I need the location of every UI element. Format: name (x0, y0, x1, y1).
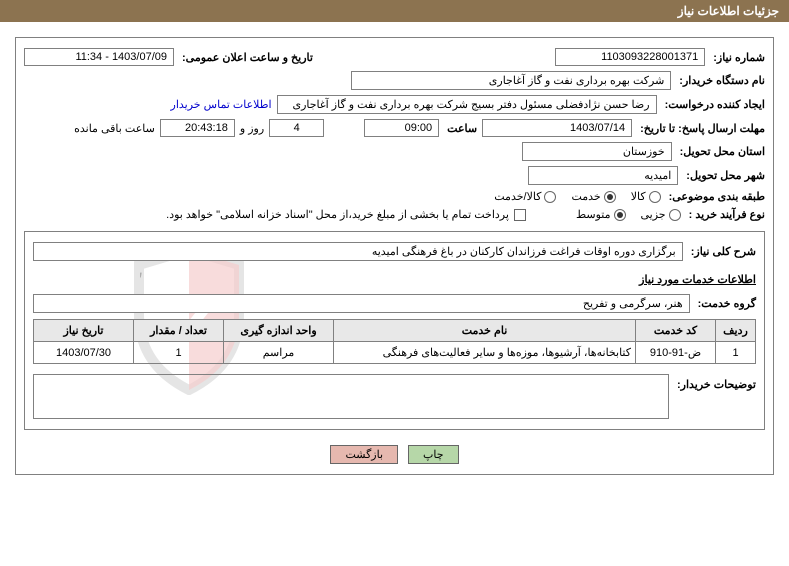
th-name: نام خدمت (334, 320, 636, 342)
td-date: 1403/07/30 (34, 342, 134, 364)
th-qty: تعداد / مقدار (134, 320, 224, 342)
days-and-label: روز و (240, 122, 264, 135)
th-row: ردیف (716, 320, 756, 342)
td-unit: مراسم (224, 342, 334, 364)
td-name: کتابخانه‌ها، آرشیوها، موزه‌ها و سایر فعا… (334, 342, 636, 364)
need-number-value: 1103093228001371 (555, 48, 705, 66)
buyer-notes-label: توضیحات خریدار: (677, 374, 756, 391)
radio-medium[interactable] (614, 209, 626, 221)
td-qty: 1 (134, 342, 224, 364)
th-date: تاریخ نیاز (34, 320, 134, 342)
button-row: چاپ بازگشت (24, 445, 765, 464)
page-header: جزئیات اطلاعات نیاز (0, 0, 789, 22)
category-radio-group: کالا خدمت کالا/خدمت (494, 190, 660, 203)
countdown-time: 20:43:18 (160, 119, 235, 137)
header-title: جزئیات اطلاعات نیاز (678, 4, 779, 18)
service-info-title: اطلاعات خدمات مورد نیاز (636, 274, 756, 286)
th-unit: واحد اندازه گیری (224, 320, 334, 342)
services-table: ردیف کد خدمت نام خدمت واحد اندازه گیری ت… (33, 319, 756, 364)
service-group-value: هنر، سرگرمی و تفریح (33, 294, 690, 313)
deadline-label: مهلت ارسال پاسخ: تا تاریخ: (637, 122, 765, 135)
buyer-notes-box (33, 374, 669, 419)
requester-value: رضا حسن نژادفضلی مسئول دفتر بسیج شرکت به… (277, 95, 657, 114)
deadline-time: 09:00 (364, 119, 439, 137)
requester-label: ایجاد کننده درخواست: (662, 98, 765, 111)
days-remaining: 4 (269, 119, 324, 137)
buyer-org-value: شرکت بهره برداری نفت و گاز آغاجاری (351, 71, 671, 90)
spec-value: برگزاری دوره اوقات فراغت فرزاندان کارکنا… (33, 242, 683, 261)
need-number-label: شماره نیاز: (710, 51, 765, 64)
radio-medium-label: متوسط (576, 208, 611, 221)
buyer-contact-link[interactable]: اطلاعات تماس خریدار (171, 98, 272, 111)
details-section: شرح کلی نیاز: برگزاری دوره اوقات فراغت ف… (24, 231, 765, 430)
province-value: خوزستان (522, 142, 672, 161)
back-button[interactable]: بازگشت (330, 445, 398, 464)
radio-goods-service[interactable] (544, 191, 556, 203)
category-label: طبقه بندی موضوعی: (666, 190, 765, 203)
table-row: 1 ض-91-910 کتابخانه‌ها، آرشیوها، موزه‌ها… (34, 342, 756, 364)
radio-minor-label: جزیی (641, 208, 666, 221)
deadline-date: 1403/07/14 (482, 119, 632, 137)
buyer-org-label: نام دستگاه خریدار: (676, 74, 765, 87)
th-code: کد خدمت (636, 320, 716, 342)
treasury-checkbox[interactable] (514, 209, 526, 221)
main-panel: شماره نیاز: 1103093228001371 تاریخ و ساع… (15, 37, 774, 475)
print-button[interactable]: چاپ (408, 445, 459, 464)
announce-label: تاریخ و ساعت اعلان عمومی: (179, 51, 313, 64)
announce-value: 1403/07/09 - 11:34 (24, 48, 174, 66)
spec-label: شرح کلی نیاز: (688, 245, 756, 258)
process-radio-group: جزیی متوسط (576, 208, 681, 221)
radio-service[interactable] (604, 191, 616, 203)
province-label: استان محل تحویل: (677, 145, 765, 158)
td-num: 1 (716, 342, 756, 364)
radio-minor[interactable] (669, 209, 681, 221)
city-value: امیدیه (528, 166, 678, 185)
td-code: ض-91-910 (636, 342, 716, 364)
time-label: ساعت (444, 122, 477, 135)
service-group-label: گروه خدمت: (695, 297, 756, 310)
radio-service-label: خدمت (571, 190, 600, 203)
radio-goods-label: کالا (631, 190, 646, 203)
radio-goods-service-label: کالا/خدمت (494, 190, 541, 203)
city-label: شهر محل تحویل: (683, 169, 765, 182)
radio-goods[interactable] (649, 191, 661, 203)
process-label: نوع فرآیند خرید : (686, 208, 765, 221)
payment-note: پرداخت تمام یا بخشی از مبلغ خرید،از محل … (166, 208, 509, 221)
remaining-label: ساعت باقی مانده (74, 122, 155, 135)
